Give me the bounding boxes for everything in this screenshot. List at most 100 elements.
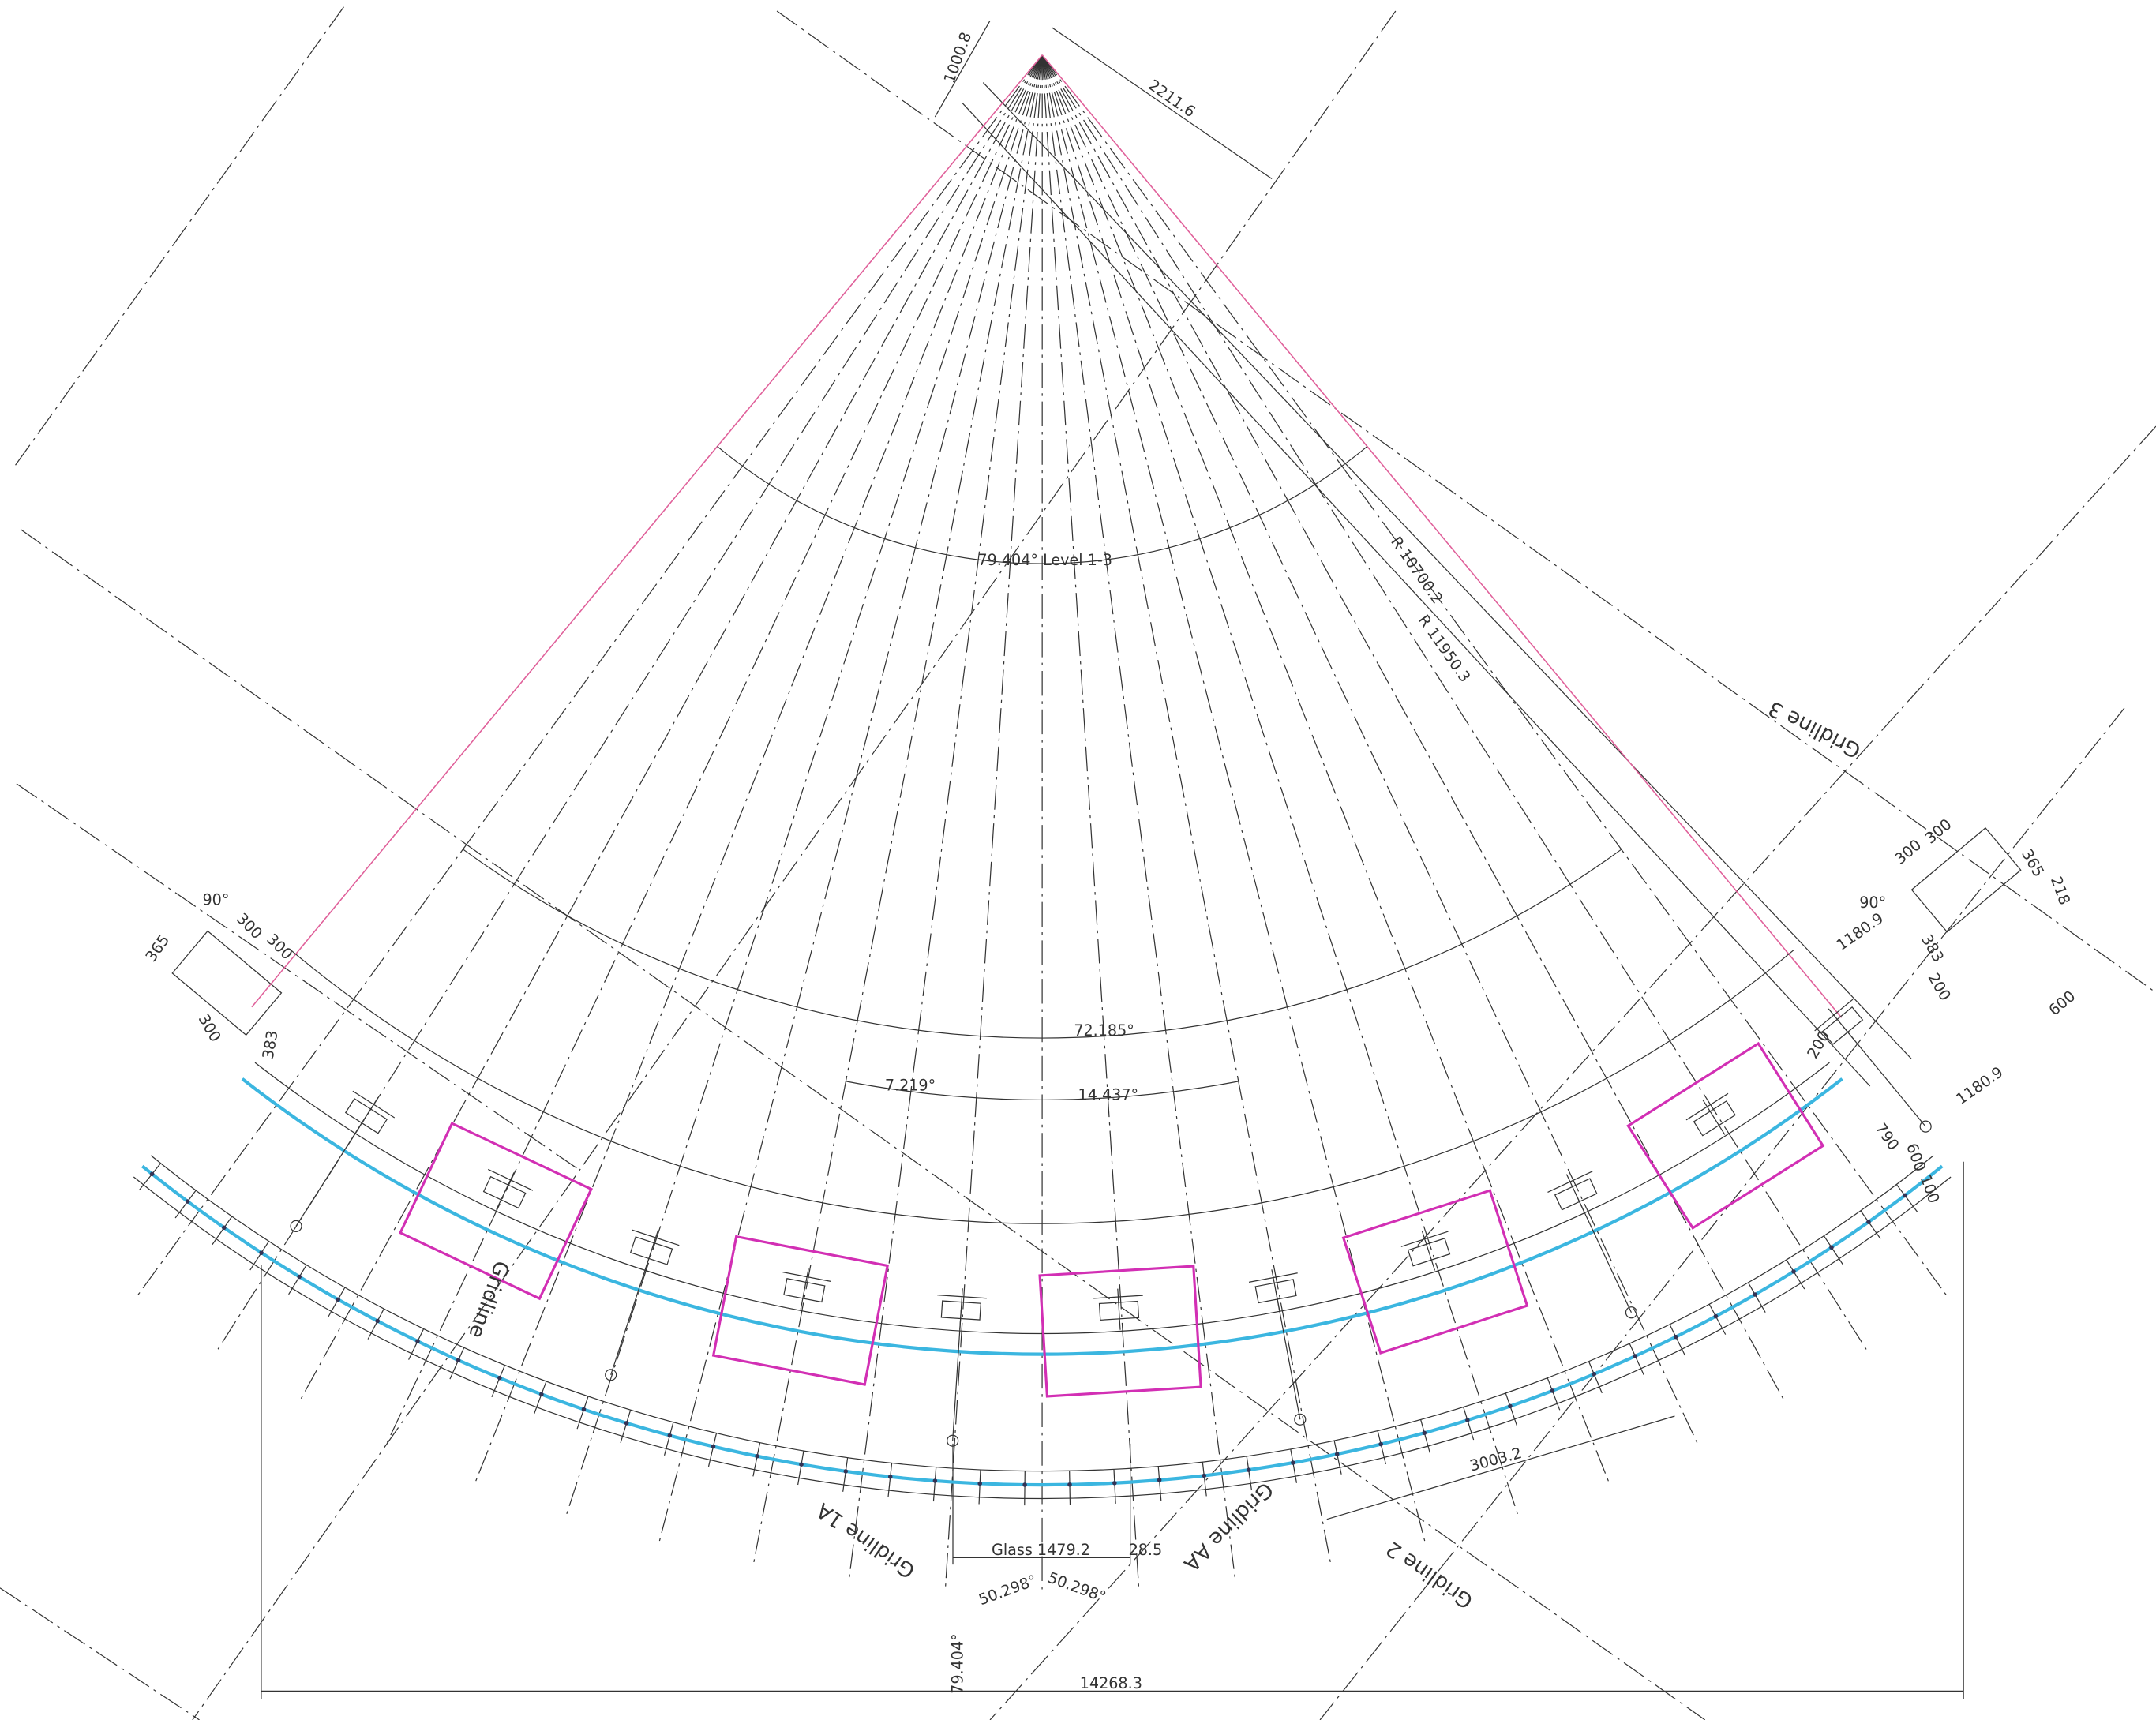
- gridline: [13, 6, 344, 468]
- glazing-tick: [1069, 1471, 1071, 1505]
- glazing-tick: [576, 1396, 589, 1430]
- radial-line: [384, 54, 1043, 1448]
- radial-line: [564, 54, 1043, 1520]
- gridline: [989, 425, 2156, 1720]
- panel-box: [1038, 1265, 1202, 1398]
- bracket: [344, 1090, 396, 1134]
- glazing-tick: [1823, 1235, 1843, 1265]
- fixing: [222, 1225, 227, 1231]
- fixing: [1022, 1482, 1027, 1487]
- glazing-tick: [212, 1216, 233, 1246]
- bracket: [1248, 1269, 1298, 1310]
- dimension-line: [934, 20, 991, 118]
- fixing: [1866, 1220, 1871, 1224]
- gridline-label: Gridline 3: [1765, 695, 1865, 762]
- glazing-tick: [932, 1467, 937, 1502]
- radial-line: [1041, 54, 1787, 1404]
- angle-arc: [717, 446, 1368, 564]
- fixing: [1550, 1388, 1555, 1393]
- bracket-arm: [1814, 999, 1854, 1032]
- fixing: [1791, 1269, 1796, 1274]
- bracket-arm: [782, 1272, 832, 1283]
- glazing-tick: [249, 1241, 270, 1271]
- fixing: [977, 1481, 982, 1486]
- glazing-tick: [1786, 1259, 1805, 1290]
- bracket-arm: [1685, 1092, 1729, 1121]
- bracket-stem: [496, 1172, 515, 1210]
- glazing-tick: [1895, 1184, 1918, 1212]
- fixing: [259, 1250, 264, 1255]
- glazing-tick: [1202, 1462, 1207, 1497]
- bracket-stem: [1117, 1288, 1121, 1330]
- glazing-tick: [1333, 1441, 1342, 1475]
- gridline: [776, 10, 2156, 994]
- dimension-label: 365: [142, 931, 174, 965]
- rod: [952, 1310, 962, 1441]
- glazing-tick: [138, 1163, 161, 1191]
- radial-line: [473, 54, 1043, 1486]
- panel-box: [1341, 1189, 1529, 1355]
- radial-line: [1041, 54, 1427, 1547]
- dimension-label: 300: [263, 930, 296, 963]
- rod: [610, 1250, 652, 1375]
- fixing: [149, 1171, 155, 1177]
- labels: 1000.8 2211.6 79.404° Level 1-3 R 10700.2R …: [142, 29, 2079, 1693]
- bracket: [937, 1288, 987, 1330]
- radial-line: [298, 54, 1043, 1404]
- panel-box: [1626, 1041, 1825, 1230]
- bracket-arm: [1093, 1295, 1143, 1299]
- gridline: [0, 1587, 200, 1720]
- glazing-tick: [327, 1287, 346, 1318]
- fixing: [1246, 1467, 1251, 1472]
- glazing-tick: [663, 1422, 674, 1456]
- glazing-tick: [620, 1410, 632, 1444]
- dimension-label: 50.298°: [976, 1571, 1039, 1609]
- gridline-label: Gridline AA: [1179, 1477, 1277, 1576]
- fixing: [1157, 1478, 1162, 1482]
- fixing: [1713, 1313, 1719, 1319]
- dimension-label: 383: [259, 1029, 282, 1061]
- dimension-label: 218: [2047, 874, 2074, 907]
- fixing: [1633, 1354, 1638, 1358]
- glazing-tick: [367, 1308, 384, 1340]
- glazing-tick: [174, 1190, 197, 1219]
- fixing: [799, 1462, 804, 1467]
- rod: [295, 1115, 367, 1227]
- gridline-label: Gridline: [463, 1257, 513, 1341]
- bracket-stem: [800, 1268, 809, 1310]
- rod: [1275, 1291, 1301, 1420]
- glazing-tick: [534, 1381, 547, 1415]
- bracket-arm: [1400, 1231, 1449, 1247]
- gridline-label: Gridline 1A: [812, 1497, 920, 1583]
- dimension-label: 1000.8: [940, 29, 976, 85]
- glazing-tick: [288, 1265, 307, 1295]
- geometry: [133, 54, 1952, 1595]
- radial-line: [1041, 54, 1950, 1300]
- fixing: [1903, 1193, 1907, 1198]
- boundary-line: [1041, 54, 1843, 1018]
- bracket-arm: [632, 1229, 680, 1246]
- glazing-tick: [1246, 1456, 1253, 1491]
- fixing: [1592, 1372, 1597, 1377]
- gridline-label: Gridline 2: [1382, 1536, 1478, 1613]
- fixing: [497, 1375, 502, 1381]
- fixing: [1673, 1334, 1678, 1340]
- pin: [1919, 1120, 1932, 1133]
- dimension-label: 300: [1891, 836, 1925, 868]
- radial-line: [1041, 54, 1520, 1520]
- glazing-tick: [887, 1463, 893, 1497]
- glazing-tick: [707, 1433, 718, 1467]
- fixing: [1202, 1473, 1207, 1478]
- bracket: [1400, 1231, 1451, 1271]
- glazing-tick: [1588, 1361, 1603, 1394]
- radial-line: [944, 54, 1043, 1592]
- radius-line: [982, 82, 1912, 1059]
- fixing: [1753, 1292, 1757, 1297]
- wall-section: [171, 930, 283, 1036]
- glazing-tick: [1290, 1448, 1298, 1483]
- glazing-tick: [408, 1328, 425, 1360]
- dimension-line: [1052, 27, 1273, 179]
- dimension-label: 300: [195, 1011, 225, 1045]
- dimension-label: 300: [233, 909, 266, 942]
